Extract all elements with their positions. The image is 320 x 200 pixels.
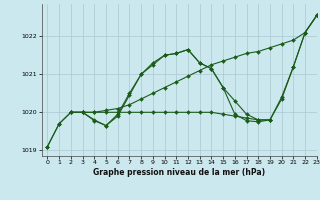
X-axis label: Graphe pression niveau de la mer (hPa): Graphe pression niveau de la mer (hPa): [93, 168, 265, 177]
